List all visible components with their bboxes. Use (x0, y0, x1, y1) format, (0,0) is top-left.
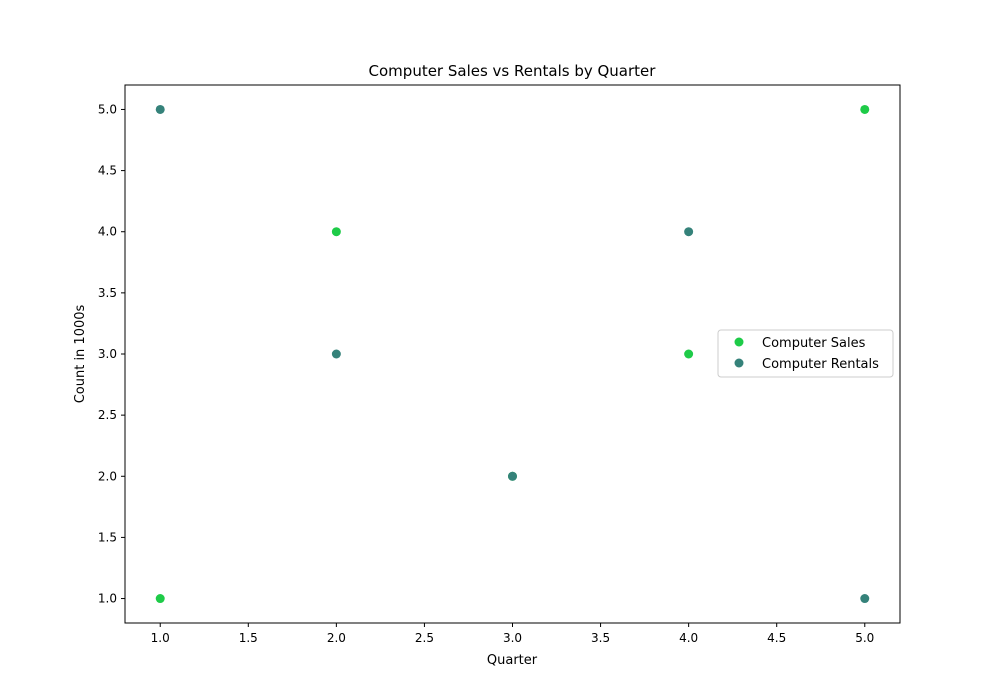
legend-marker (734, 358, 744, 368)
x-tick-label: 2.0 (327, 631, 346, 645)
x-tick-label: 3.0 (503, 631, 522, 645)
plot-area (155, 104, 870, 604)
y-tick-label: 4.0 (98, 225, 117, 239)
legend-label: Computer Rentals (762, 357, 879, 372)
x-axis: 1.0 1.5 2.0 2.5 3.0 3.5 4.0 4.5 5.0 (151, 623, 874, 645)
data-point-rentals (508, 471, 517, 481)
data-point-sales (155, 594, 165, 604)
y-tick-label: 1.0 (98, 592, 117, 606)
x-tick-label: 3.5 (591, 631, 610, 645)
y-axis: 1.0 1.5 2.0 2.5 3.0 3.5 4.0 4.5 5.0 (98, 102, 125, 606)
data-point-sales (331, 227, 341, 237)
data-point-rentals (684, 227, 694, 237)
y-tick-label: 3.5 (98, 286, 117, 300)
y-tick-label: 2.5 (98, 408, 117, 422)
y-tick-label: 2.0 (98, 469, 117, 483)
data-point-rentals (155, 104, 165, 114)
x-tick-label: 2.5 (415, 631, 434, 645)
x-tick-label: 1.0 (151, 631, 170, 645)
legend-marker (734, 337, 744, 347)
data-point-sales (684, 349, 694, 359)
y-tick-label: 5.0 (98, 102, 117, 116)
x-axis-label: Quarter (487, 653, 538, 668)
x-tick-label: 1.5 (239, 631, 258, 645)
x-tick-label: 4.5 (767, 631, 786, 645)
y-tick-label: 3.0 (98, 347, 117, 361)
chart-title: Computer Sales vs Rentals by Quarter (369, 62, 657, 80)
legend: Computer Sales Computer Rentals (717, 329, 894, 378)
legend-label: Computer Sales (762, 336, 866, 351)
data-point-sales (860, 104, 870, 114)
data-point-rentals (860, 594, 870, 604)
legend-frame (717, 329, 894, 378)
y-tick-label: 1.5 (98, 530, 117, 544)
x-tick-label: 4.0 (679, 631, 698, 645)
data-point-rentals (331, 349, 341, 359)
y-axis-label: Count in 1000s (73, 304, 88, 403)
y-tick-label: 4.5 (98, 164, 117, 178)
x-tick-label: 5.0 (855, 631, 874, 645)
